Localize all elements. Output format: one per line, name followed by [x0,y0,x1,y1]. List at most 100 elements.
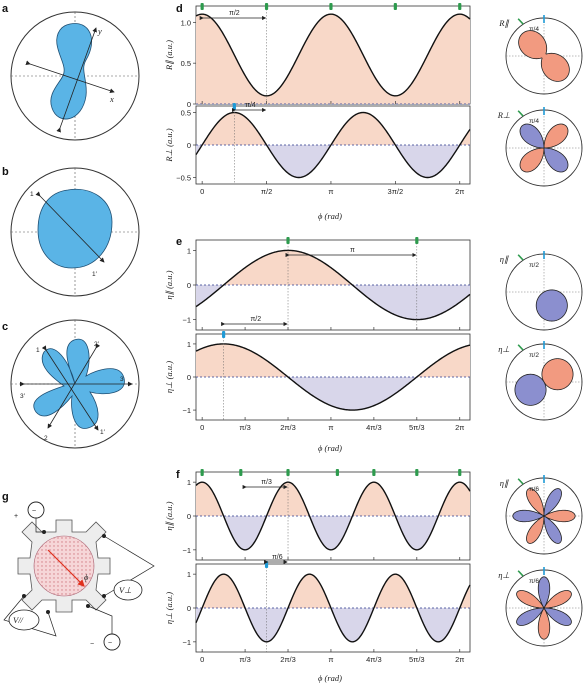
positive-fill [196,112,470,145]
y-axis-label: η∥ (a.u.) [164,501,174,530]
phase-marker [232,103,236,110]
positive-fill [196,343,470,377]
xlabel-f: ϕ (rad) [318,673,342,683]
phase-marker [393,3,397,10]
phase-marker [200,469,204,476]
panel-letter-b: b [2,166,9,178]
ytick-label: 0 [187,141,191,150]
source-top: ~ [32,508,36,515]
series-line [195,13,471,97]
ytick-label: 0.5 [181,109,191,118]
xtick-label: 2π [455,423,464,432]
ytick-label: 0 [187,281,191,290]
positive-fill [196,250,470,285]
polar-angle-label: π/2 [529,262,539,269]
polar-green-tick [517,18,524,25]
polar-f-top: π/6 η∥ [500,475,583,555]
series-line [195,343,471,411]
panel-letter-g: g [2,491,9,503]
peanut-lobe [50,23,93,120]
xtick-label: 0 [200,187,204,196]
mark-1-prime: 1′ [92,271,98,278]
phase-marker [335,469,339,476]
ytick-label: −1 [182,546,191,555]
ytick-label: −0.5 [176,174,191,183]
panel-a: y x [10,11,140,141]
phase-marker [222,331,226,338]
xtick-label: 2π/3 [280,655,296,664]
v-par-label: V// [13,615,25,625]
xlabel-e: ϕ (rad) [318,443,342,453]
polar-positive-lobe [541,358,574,391]
phase-marker [372,469,376,476]
polar-angle-label: π/6 [529,486,539,493]
phase-marker [286,237,290,244]
subplot-d-top: 0 0.5 1.0 R∥ (a.u.) π/2 [164,3,471,109]
series-line [195,573,471,643]
panel-letter-a: a [2,3,9,15]
polar-green-tick [517,254,524,261]
y-axis-label: R⊥ (a.u.) [164,128,174,162]
period-annotation: π/2 [229,10,240,17]
mark-c-1p: 1′ [100,429,106,436]
polar-d-bot: π/4 R⊥ [497,107,583,187]
ytick-label: −1 [182,638,191,647]
xtick-label: 4π/3 [366,655,382,664]
phase-marker [415,237,419,244]
positive-fill [196,574,470,608]
xtick-label: 0 [200,655,204,664]
minus-sign: − [90,641,94,648]
subplot-f-bot: −1 0 1 η⊥ (a.u.) 0 π/3 2π/3 π 4π/3 5π/3 2π π/6 [164,554,471,664]
negative-fill [196,377,470,411]
circular-lobe [37,188,113,269]
polar-angle-label: π/4 [529,118,539,125]
polar-label: R∥ [498,18,509,28]
polar-negative-lobe [514,373,547,406]
series-line [195,481,471,551]
period-annotation: π/2 [250,316,261,323]
xtick-label: π [328,423,333,432]
axis-y-label: y [97,26,102,36]
panel-g: ~ + ~ − ϕ V⊥ V// [3,501,155,651]
panel-letter-e: e [176,236,182,248]
ytick-label: 0 [187,604,191,613]
polar-negative-lobe [519,123,569,173]
xtick-label: 0 [200,423,204,432]
panel-b: 1 1′ [10,167,140,297]
polar-d-top: π/4 R∥ [498,15,583,95]
xtick-label: 5π/3 [409,655,425,664]
polar-label: η⊥ [498,570,510,580]
phase-marker [264,3,269,10]
polar-negative-lobe [535,289,568,322]
period-annotation: π/4 [245,102,256,109]
xlabel-d: ϕ (rad) [318,211,342,221]
positive-fill [196,482,470,516]
polar-label: η∥ [500,478,509,488]
polar-positive-lobe [516,590,572,640]
ytick-label: 0 [187,373,191,382]
xtick-label: 4π/3 [366,423,382,432]
ytick-label: 1.0 [181,18,191,27]
mark-c-2p: 2′ [94,341,100,348]
negative-fill [196,516,470,550]
panel-letter-f: f [176,469,180,481]
polar-positive-lobe [518,30,570,82]
xtick-label: 3π/2 [388,187,404,196]
polar-insets: π/4 R∥ π/4 R⊥ π/2 η∥ π/2 η⊥ π/6 η∥ π/6 η⊥ [497,15,583,647]
polar-label: η∥ [500,254,509,264]
phase-marker [458,3,462,10]
v-perp-label: V⊥ [119,585,132,595]
polar-green-tick [517,570,524,577]
ytick-label: 0.5 [181,59,191,68]
subplot-e-top: −1 0 1 η∥ (a.u.) π [164,237,471,331]
subplot-e-bot: −1 0 1 η⊥ (a.u.) 0 π/3 2π/3 π 4π/3 5π/3 2π π/2 [164,316,471,432]
polar-angle-label: π/2 [529,352,539,359]
y-axis-label: η⊥ (a.u.) [164,592,174,624]
xtick-label: 2π [455,655,464,664]
series-line [195,111,471,179]
ytick-label: 1 [187,340,191,349]
polar-e-bot: π/2 η⊥ [498,341,583,421]
subplot-d-bot: −0.500.5R⊥ (a.u.)0 π/2 π 3π/2 2ππ/4 [164,102,471,196]
ytick-label: 1 [187,246,191,255]
